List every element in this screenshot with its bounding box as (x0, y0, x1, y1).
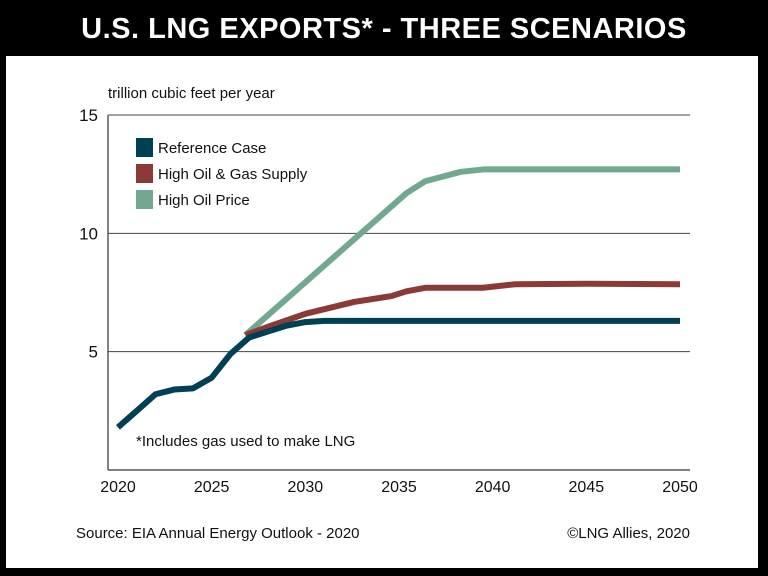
legend-swatch (136, 164, 153, 183)
x-tick-label: 2020 (100, 479, 136, 496)
x-tick-label: 2045 (569, 479, 605, 496)
source-text: Source: EIA Annual Energy Outlook - 2020 (76, 525, 360, 542)
y-tick-label: 5 (89, 343, 98, 362)
y-axis-label: trillion cubic feet per year (108, 85, 275, 102)
series-line-reference-case (116, 317, 680, 430)
series-line-high-oil-gas-supply (244, 280, 681, 338)
legend-swatch (136, 138, 153, 157)
footnote: *Includes gas used to make LNG (136, 433, 355, 450)
x-tick-label: 2050 (662, 479, 698, 496)
legend-label: High Oil Price (158, 192, 250, 209)
legend-swatch (136, 190, 153, 209)
series-line-high-oil-price (243, 166, 680, 338)
chart-panel (6, 56, 758, 568)
y-tick-label: 10 (79, 224, 98, 243)
x-tick-label: 2035 (381, 479, 417, 496)
x-tick-label: 2040 (475, 479, 511, 496)
legend-label: High Oil & Gas Supply (158, 166, 308, 183)
x-tick-label: 2030 (288, 479, 324, 496)
legend-label: Reference Case (158, 140, 266, 157)
y-tick-label: 15 (79, 106, 98, 125)
chart-title: U.S. LNG EXPORTS* - THREE SCENARIOS (81, 13, 687, 45)
x-tick-label: 2025 (194, 479, 230, 496)
credit-text: ©LNG Allies, 2020 (567, 525, 690, 542)
